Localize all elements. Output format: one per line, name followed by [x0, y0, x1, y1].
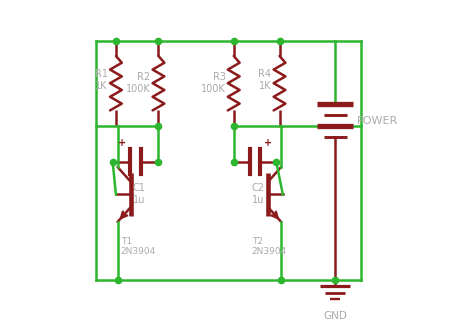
Text: +: +: [264, 138, 273, 148]
Text: +: +: [118, 138, 126, 148]
Text: T1
2N3904: T1 2N3904: [121, 237, 156, 256]
Text: R1
1K: R1 1K: [95, 69, 108, 91]
Text: R4
1K: R4 1K: [258, 69, 271, 91]
Text: T2
2N3904: T2 2N3904: [252, 237, 287, 256]
Text: C2
1u: C2 1u: [252, 183, 265, 205]
Text: R2
100K: R2 100K: [126, 72, 150, 94]
Text: GND: GND: [323, 311, 347, 321]
Text: C1
1u: C1 1u: [132, 183, 145, 205]
Text: R3
100K: R3 100K: [201, 72, 226, 94]
Text: POWER: POWER: [356, 115, 398, 126]
